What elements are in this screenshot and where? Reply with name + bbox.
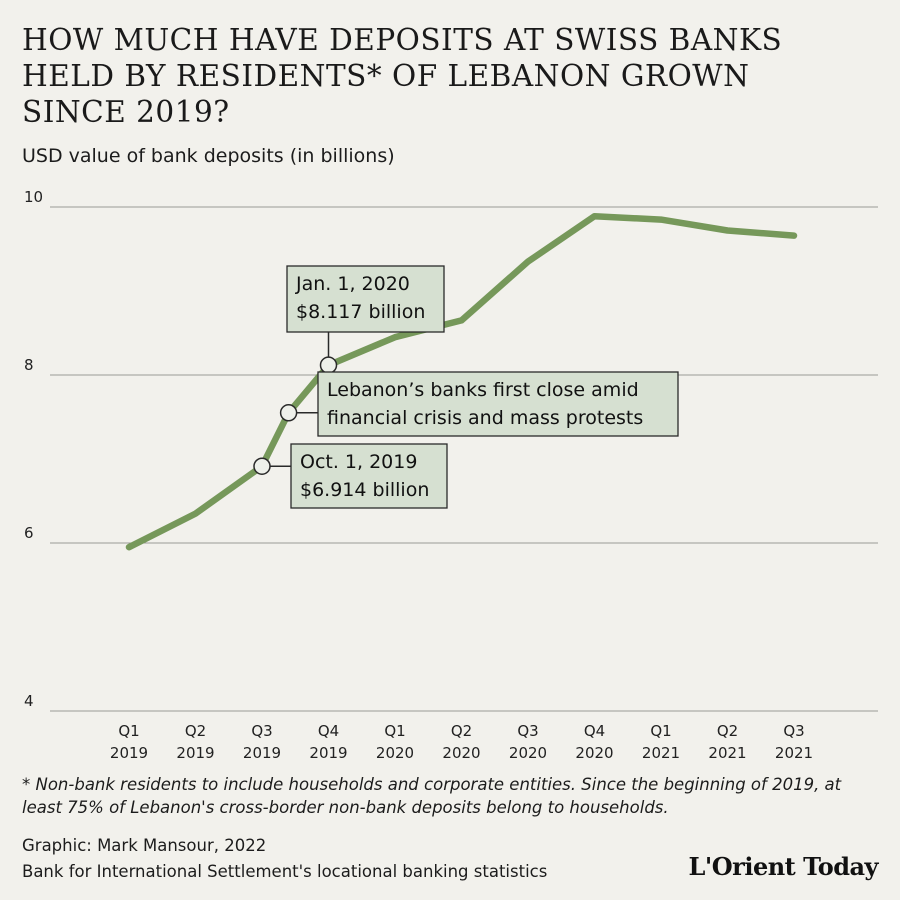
x-tick-label: Q3 [517, 722, 538, 740]
x-tick-label: Q4 [318, 722, 339, 740]
y-tick-labels: 4 6 8 10 [24, 188, 43, 710]
x-tick-label: 2019 [110, 744, 148, 762]
highlight-marker [253, 457, 271, 475]
y-tick-label: 8 [24, 356, 34, 374]
x-tick-label: 2020 [575, 744, 613, 762]
callout-text: financial crisis and mass protests [327, 407, 643, 429]
x-tick-label: 2019 [243, 744, 281, 762]
x-tick-label: 2020 [509, 744, 547, 762]
highlight-marker [279, 404, 298, 422]
x-tick-label: 2020 [442, 744, 480, 762]
callout-text: $6.914 billion [300, 479, 429, 501]
x-tick-label: Q1 [384, 722, 405, 740]
publisher-logo: L'Orient Today [688, 852, 879, 881]
callout-text: $8.117 billion [296, 301, 425, 323]
callout-box [286, 265, 445, 333]
footnote: * Non-bank residents to include househol… [22, 775, 842, 817]
x-tick-label: Q1 [650, 722, 671, 740]
callout-text: Lebanon’s banks first close amid [327, 379, 639, 401]
x-tick-label: 2019 [176, 744, 214, 762]
y-tick-label: 6 [24, 524, 34, 542]
annotation-callout: Lebanon’s banks first close amid financia… [279, 371, 679, 437]
highlight-marker [319, 356, 338, 374]
annotations: Jan. 1, 2020 $8.117 billion Lebanon’s bank… [253, 265, 679, 509]
x-tick-label: 2021 [775, 744, 813, 762]
data-source: Bank for International Settlement's loca… [22, 862, 548, 881]
callout-box [290, 443, 448, 509]
x-tick-label: Q3 [251, 722, 272, 740]
callout-text: Jan. 1, 2020 [295, 273, 410, 295]
x-tick-label: Q2 [451, 722, 472, 740]
x-tick-label: 2021 [642, 744, 680, 762]
chart-title: HOW MUCH HAVE DEPOSITS AT SWISS BANKS HE… [22, 23, 783, 129]
x-tick-labels: Q1 2019 Q2 2019 Q3 2019 Q4 2019 Q1 2020 Q2 2020 Q3 20… [110, 722, 813, 762]
annotation-callout: Oct. 1, 2019 $6.914 billion [253, 443, 448, 509]
x-tick-label: 2020 [376, 744, 414, 762]
x-tick-label: Q4 [584, 722, 605, 740]
x-tick-label: 2021 [708, 744, 746, 762]
x-tick-label: Q3 [783, 722, 804, 740]
x-tick-label: Q1 [118, 722, 139, 740]
y-tick-label: 10 [24, 188, 43, 206]
callout-text: Oct. 1, 2019 [300, 451, 417, 473]
gridlines [50, 206, 878, 712]
y-tick-label: 4 [24, 692, 34, 710]
graphic-credit: Graphic: Mark Mansour, 2022 [22, 836, 267, 855]
x-tick-label: 2019 [309, 744, 347, 762]
annotation-callout: Jan. 1, 2020 $8.117 billion [286, 265, 445, 374]
y-axis-label: USD value of bank deposits (in billions) [22, 145, 395, 167]
x-tick-label: Q2 [717, 722, 738, 740]
callout-box [317, 371, 679, 437]
x-tick-label: Q2 [185, 722, 206, 740]
line-chart: 4 6 8 10 Q1 2019 Q2 2019 Q3 2019 Q4 2019 Q1 2020 Q2 20… [24, 188, 878, 762]
